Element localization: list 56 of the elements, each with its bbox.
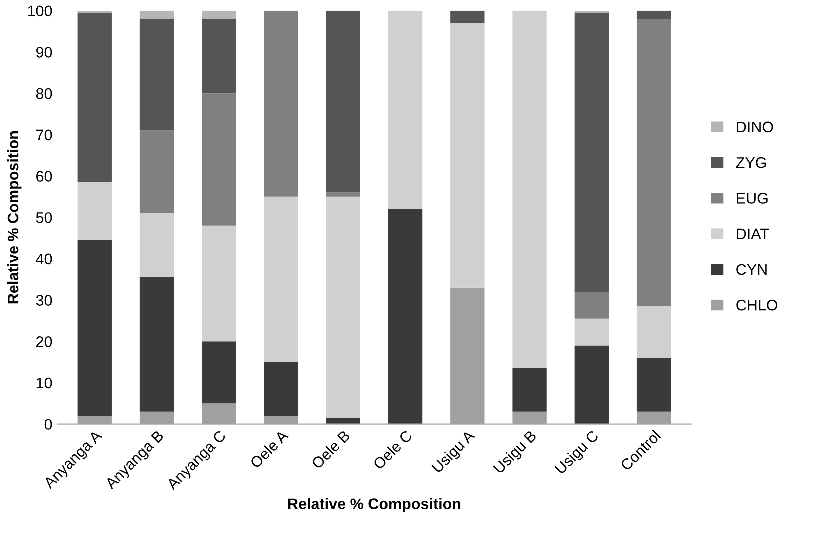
y-axis-title: Relative % Composition (7, 132, 22, 304)
legend-label: CHLO (736, 300, 778, 311)
bar (326, 196, 360, 418)
x-tick-label: Oele A (249, 429, 290, 470)
x-axis-title: Relative % Composition (288, 498, 461, 512)
bar (202, 10, 236, 20)
y-tick-label: 30 (36, 295, 52, 306)
bar (264, 362, 298, 416)
bar (326, 418, 360, 424)
bar (574, 292, 609, 319)
bar (202, 19, 236, 94)
bar (636, 10, 672, 20)
bar (264, 196, 298, 362)
bar (202, 94, 236, 226)
y-tick-label: 20 (36, 336, 52, 348)
legend-label: DIAT (737, 228, 770, 240)
bar (388, 209, 423, 424)
bar (450, 10, 485, 24)
y-tick-label: 100 (28, 6, 52, 17)
bar (140, 19, 174, 131)
bar (202, 226, 236, 342)
y-tick-label: 90 (36, 47, 52, 58)
bar (512, 368, 547, 412)
bar (636, 306, 672, 358)
legend-label: ZYG (736, 157, 766, 168)
bar (512, 10, 547, 369)
x-tick-label: Oele B (310, 430, 351, 470)
bar (636, 19, 672, 306)
bar (140, 130, 174, 214)
bar (574, 12, 609, 292)
y-tick-label: 80 (36, 88, 52, 100)
bar (636, 358, 672, 412)
bar (326, 192, 360, 197)
bar (78, 240, 112, 416)
y-tick-label: 40 (36, 254, 52, 265)
bar (388, 10, 423, 210)
bar (140, 213, 174, 278)
bar (140, 278, 174, 412)
y-tick-label: 10 (36, 378, 52, 389)
y-tick-label: 0 (44, 419, 52, 430)
bar (450, 23, 485, 288)
bar (140, 10, 174, 20)
y-tick-label: 70 (36, 130, 52, 141)
legend-label: CYN (736, 264, 767, 276)
bar (78, 182, 112, 240)
bar (264, 10, 298, 197)
bar (78, 12, 112, 182)
bar (574, 318, 609, 346)
x-tick-label: Oele C (372, 430, 414, 470)
bar (574, 346, 609, 424)
y-tick-label: 50 (36, 212, 52, 224)
bar (326, 10, 360, 193)
y-tick-label: 60 (36, 171, 52, 182)
legend-label: EUG (737, 193, 768, 204)
bar (202, 342, 236, 404)
legend-label: DINO (737, 122, 774, 133)
